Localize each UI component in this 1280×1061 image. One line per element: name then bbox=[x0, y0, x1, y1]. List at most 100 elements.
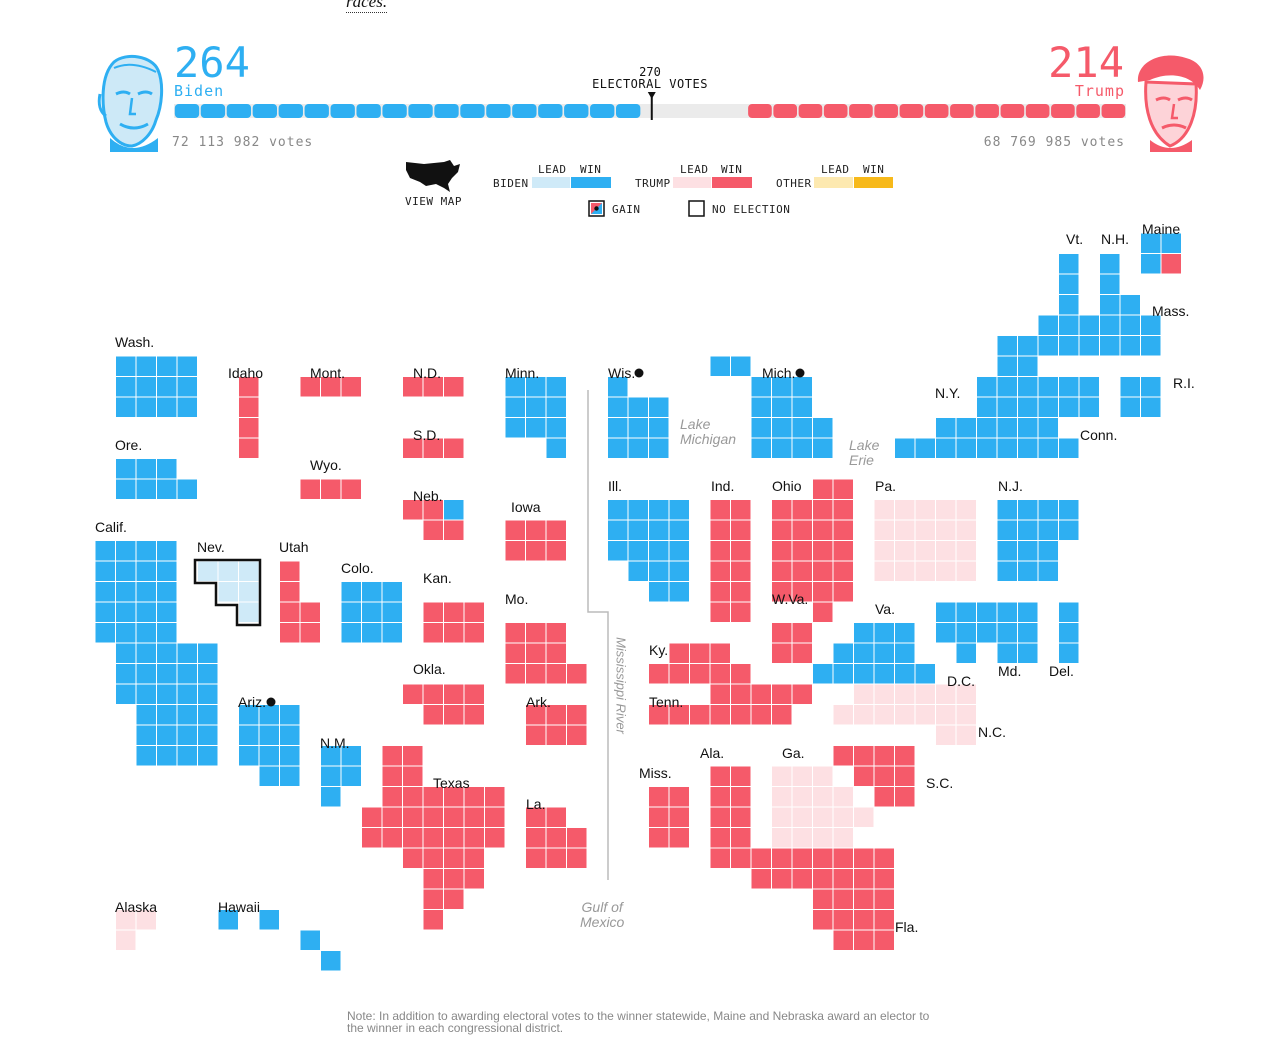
state-label-iowa: Iowa bbox=[511, 499, 541, 515]
state-tiles-nev bbox=[197, 560, 260, 623]
state-tiles-sd bbox=[402, 437, 465, 459]
state-tiles-la bbox=[525, 806, 588, 869]
trump-name: Trump bbox=[1074, 82, 1125, 100]
state-label-fla: Fla. bbox=[895, 919, 919, 935]
state-label-del: Del. bbox=[1049, 663, 1074, 679]
trump-electoral-votes: 214 bbox=[1048, 38, 1124, 87]
state-tiles-nj bbox=[996, 499, 1080, 582]
lake-michigan-label: Lake Michigan bbox=[680, 416, 737, 447]
state-label-ore: Ore. bbox=[115, 437, 143, 453]
view-map-button[interactable]: VIEW MAP bbox=[405, 195, 462, 208]
legend-win-label: WIN bbox=[863, 163, 885, 176]
state-tiles-va bbox=[812, 622, 936, 685]
state-label-tenn: Tenn. bbox=[649, 694, 684, 710]
bar-biden-segment bbox=[434, 104, 459, 118]
state-label-nm: N.M. bbox=[320, 735, 350, 751]
state-tiles-kan bbox=[422, 601, 485, 644]
bar-biden-segment bbox=[564, 104, 589, 118]
legend-other-label: OTHER bbox=[776, 177, 812, 190]
state-label-miss: Miss. bbox=[639, 765, 672, 781]
state-tiles-ala bbox=[709, 765, 752, 869]
state-tiles-minn bbox=[504, 376, 567, 459]
state-tiles-neb bbox=[402, 499, 465, 541]
threshold-label: ELECTORAL VOTES bbox=[592, 77, 708, 91]
state-tiles-maine bbox=[1140, 232, 1182, 275]
state-label-ky: Ky. bbox=[649, 642, 669, 658]
trump-popular-votes: 68 769 985 votes bbox=[983, 135, 1125, 150]
state-label-nh: N.H. bbox=[1101, 231, 1129, 247]
bar-trump-segment bbox=[1076, 104, 1100, 118]
state-tiles-ind bbox=[709, 499, 752, 623]
state-tiles-ill bbox=[607, 499, 690, 603]
state-tiles-colo bbox=[340, 581, 403, 644]
state-label-okla: Okla. bbox=[413, 661, 446, 677]
state-tiles-hawaii bbox=[217, 909, 342, 972]
bar-biden-segment bbox=[252, 104, 278, 118]
threshold-arrow-icon bbox=[647, 92, 656, 99]
legend-lead-label: LEAD bbox=[680, 163, 709, 176]
bar-trump-segment bbox=[874, 104, 898, 118]
state-tiles-neb-district bbox=[443, 499, 465, 521]
no-election-icon bbox=[688, 200, 705, 217]
state-label-idaho: Idaho bbox=[228, 365, 264, 381]
legend-biden-lead-swatch bbox=[532, 177, 570, 188]
bar-trump-segment bbox=[924, 104, 949, 118]
bar-biden-segment bbox=[356, 104, 381, 118]
state-label-utah: Utah bbox=[279, 539, 309, 555]
state-tiles-iowa bbox=[504, 519, 567, 562]
state-label-vt: Vt. bbox=[1066, 231, 1084, 247]
state-label-pa: Pa. bbox=[875, 478, 897, 494]
state-tiles-nc bbox=[832, 683, 977, 746]
state-tiles-mich bbox=[750, 376, 834, 459]
state-label-colo: Colo. bbox=[341, 560, 374, 576]
state-tiles-del bbox=[1058, 601, 1080, 664]
state-tiles-alaska bbox=[115, 909, 157, 951]
legend-win-label: WIN bbox=[580, 163, 602, 176]
state-tiles-ky bbox=[648, 642, 752, 685]
bar-biden-segment bbox=[590, 104, 615, 118]
top-link[interactable]: races. bbox=[346, 0, 388, 13]
state-tiles-md bbox=[935, 601, 1039, 664]
legend-biden-label: BIDEN bbox=[493, 177, 529, 190]
state-label-calif: Calif. bbox=[95, 519, 127, 535]
biden-name: Biden bbox=[174, 82, 225, 100]
state-tiles-sc bbox=[832, 745, 916, 808]
bar-biden-segment bbox=[486, 104, 511, 118]
trump-portrait-icon bbox=[1137, 55, 1204, 152]
state-tiles-pa bbox=[873, 499, 977, 582]
state-tiles-miss bbox=[648, 786, 690, 849]
biden-portrait-icon bbox=[97, 54, 164, 152]
state-label-ind: Ind. bbox=[711, 478, 735, 494]
mississippi-river-line bbox=[587, 390, 609, 880]
state-tiles-ore bbox=[115, 458, 198, 500]
state-label-la: La. bbox=[526, 796, 546, 812]
legend-other-win-swatch bbox=[854, 177, 893, 188]
state-tiles-wis bbox=[607, 376, 670, 459]
lake-erie-label: Lake Erie bbox=[849, 437, 880, 468]
bar-trump-segment bbox=[975, 104, 999, 118]
state-label-wva: W.Va. bbox=[772, 591, 809, 607]
state-tiles-ri bbox=[1119, 376, 1162, 418]
state-tiles-ny bbox=[894, 335, 1080, 459]
electoral-vote-bar bbox=[174, 92, 1126, 120]
state-label-ill: Ill. bbox=[608, 478, 622, 494]
bar-biden-segment bbox=[174, 104, 200, 118]
state-label-wash: Wash. bbox=[115, 334, 155, 350]
state-tiles-texas bbox=[361, 745, 506, 931]
bar-trump-segment bbox=[1000, 104, 1025, 118]
state-label-wyo: Wyo. bbox=[310, 457, 342, 473]
state-tiles-mass bbox=[1037, 314, 1162, 357]
bar-trump-segment bbox=[1025, 104, 1050, 118]
state-tiles-mich-up bbox=[709, 355, 752, 377]
state-label-sc: S.C. bbox=[926, 775, 954, 791]
bar-trump-segment bbox=[1051, 104, 1075, 118]
state-tiles-dc bbox=[935, 622, 977, 664]
bar-biden-segment bbox=[226, 104, 252, 118]
state-tiles-wyo bbox=[299, 478, 362, 500]
us-map-icon[interactable] bbox=[404, 158, 462, 194]
legend-lead-label: LEAD bbox=[538, 163, 567, 176]
state-label-mich: Mich. bbox=[762, 365, 796, 381]
state-label-minn: Minn. bbox=[505, 365, 540, 381]
state-label-nc: N.C. bbox=[978, 724, 1006, 740]
